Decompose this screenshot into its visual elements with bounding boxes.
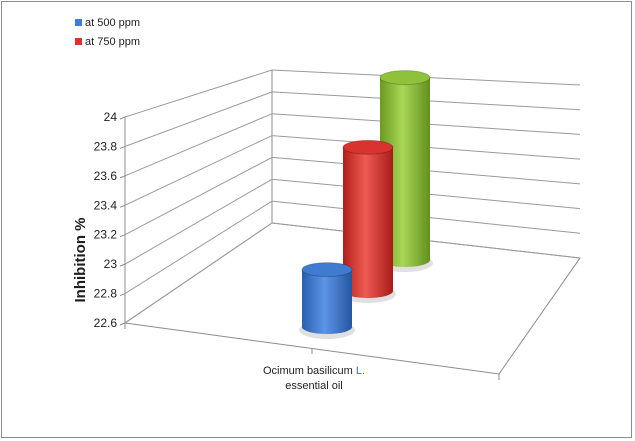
y-tick-label-1: 22.8 bbox=[94, 287, 118, 301]
legend-item-500ppm: at 500 ppm bbox=[75, 13, 140, 32]
gridline-0 bbox=[124, 222, 581, 324]
category-label-line1: Ocimum basilicum bbox=[262, 365, 353, 377]
y-tick-mark-7 bbox=[119, 116, 126, 120]
y-tick-label-4: 23.4 bbox=[94, 198, 118, 212]
y-tick-mark-6 bbox=[119, 145, 126, 149]
y-tick-mark-1 bbox=[119, 293, 126, 297]
bar-cylinder-500ppm-body bbox=[302, 269, 352, 334]
y-axis-title: Inhibition % bbox=[72, 218, 89, 303]
legend-label-500ppm: at 500 ppm bbox=[85, 16, 141, 29]
y-tick-mark-0 bbox=[119, 322, 126, 326]
legend-label-750ppm: at 750 ppm bbox=[85, 35, 141, 48]
y-tick-label-6: 23.8 bbox=[94, 139, 118, 153]
y-tick-label-5: 23.6 bbox=[94, 169, 118, 183]
bar-cylinder-series3-top bbox=[379, 70, 431, 85]
gridline-5 bbox=[124, 113, 581, 177]
legend-swatch-750ppm bbox=[75, 38, 82, 45]
bar-cylinder-500ppm bbox=[299, 262, 355, 339]
bars-layer bbox=[299, 70, 433, 339]
y-tick-label-2: 23 bbox=[104, 257, 118, 271]
y-tick-label-3: 23.2 bbox=[94, 228, 118, 242]
y-tick-label-7: 24 bbox=[104, 110, 118, 124]
legend-swatch-500ppm bbox=[75, 19, 82, 26]
bar-cylinder-750ppm-top bbox=[342, 139, 394, 155]
axes-layer bbox=[119, 69, 581, 380]
legend-item-750ppm: at 750 ppm bbox=[75, 32, 140, 51]
y-tick-mark-2 bbox=[119, 263, 126, 267]
bar-cylinder-750ppm-body bbox=[343, 147, 393, 298]
y-tick-label-0: 22.6 bbox=[94, 316, 118, 330]
legend: at 500 ppm at 750 ppm bbox=[75, 13, 140, 51]
y-tick-mark-4 bbox=[119, 204, 126, 208]
gridline-2 bbox=[124, 178, 581, 265]
gridline-3 bbox=[124, 156, 581, 236]
gridline-6 bbox=[124, 91, 581, 147]
y-tick-mark-3 bbox=[119, 234, 126, 238]
gridline-1 bbox=[124, 200, 581, 294]
bar-cylinder-750ppm bbox=[340, 139, 396, 303]
category-label-line2: essential oil bbox=[285, 380, 343, 392]
bar-cylinder-500ppm-top bbox=[301, 262, 353, 278]
y-tick-mark-5 bbox=[119, 175, 126, 179]
gridline-4 bbox=[124, 135, 581, 206]
labels-layer: 22.6 22.8 23 23.2 23.4 23.6 23.8 24 Inhibition % bbox=[72, 110, 117, 330]
category-label: Ocimum basilicum L. essential oil bbox=[214, 364, 414, 394]
gridline-7 bbox=[124, 69, 581, 118]
category-label-suffix: L. bbox=[355, 365, 366, 377]
